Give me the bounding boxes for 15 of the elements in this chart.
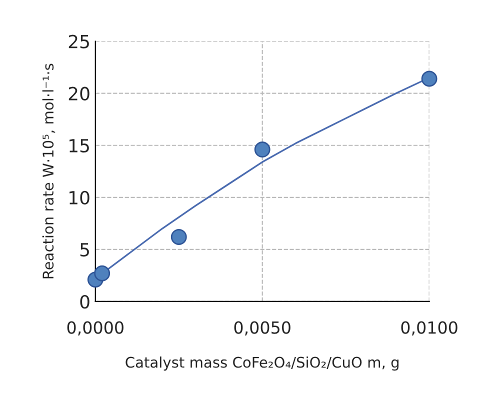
point <box>254 142 270 158</box>
point <box>170 228 187 245</box>
x-tick-label: 0,0100 <box>401 321 458 336</box>
x-tick-label: 0,0000 <box>67 321 124 336</box>
y-tick-label: 10 <box>70 190 90 205</box>
x-axis-title: Catalyst mass CoFe₂O₄/SiO₂/CuO m, g <box>126 356 398 371</box>
point <box>94 265 110 282</box>
y-tick-label: 15 <box>70 139 89 152</box>
y-tick-label: 20 <box>68 86 90 100</box>
point <box>421 70 438 87</box>
y-tick-label: 0 <box>80 294 90 309</box>
y-axis-title: Reaction rate W·10⁵, mol·l⁻¹·s <box>42 64 56 278</box>
x-tick-label: 0,0050 <box>234 321 290 336</box>
y-tick-label: 5 <box>80 243 89 257</box>
y-tick-label: 25 <box>68 34 89 48</box>
